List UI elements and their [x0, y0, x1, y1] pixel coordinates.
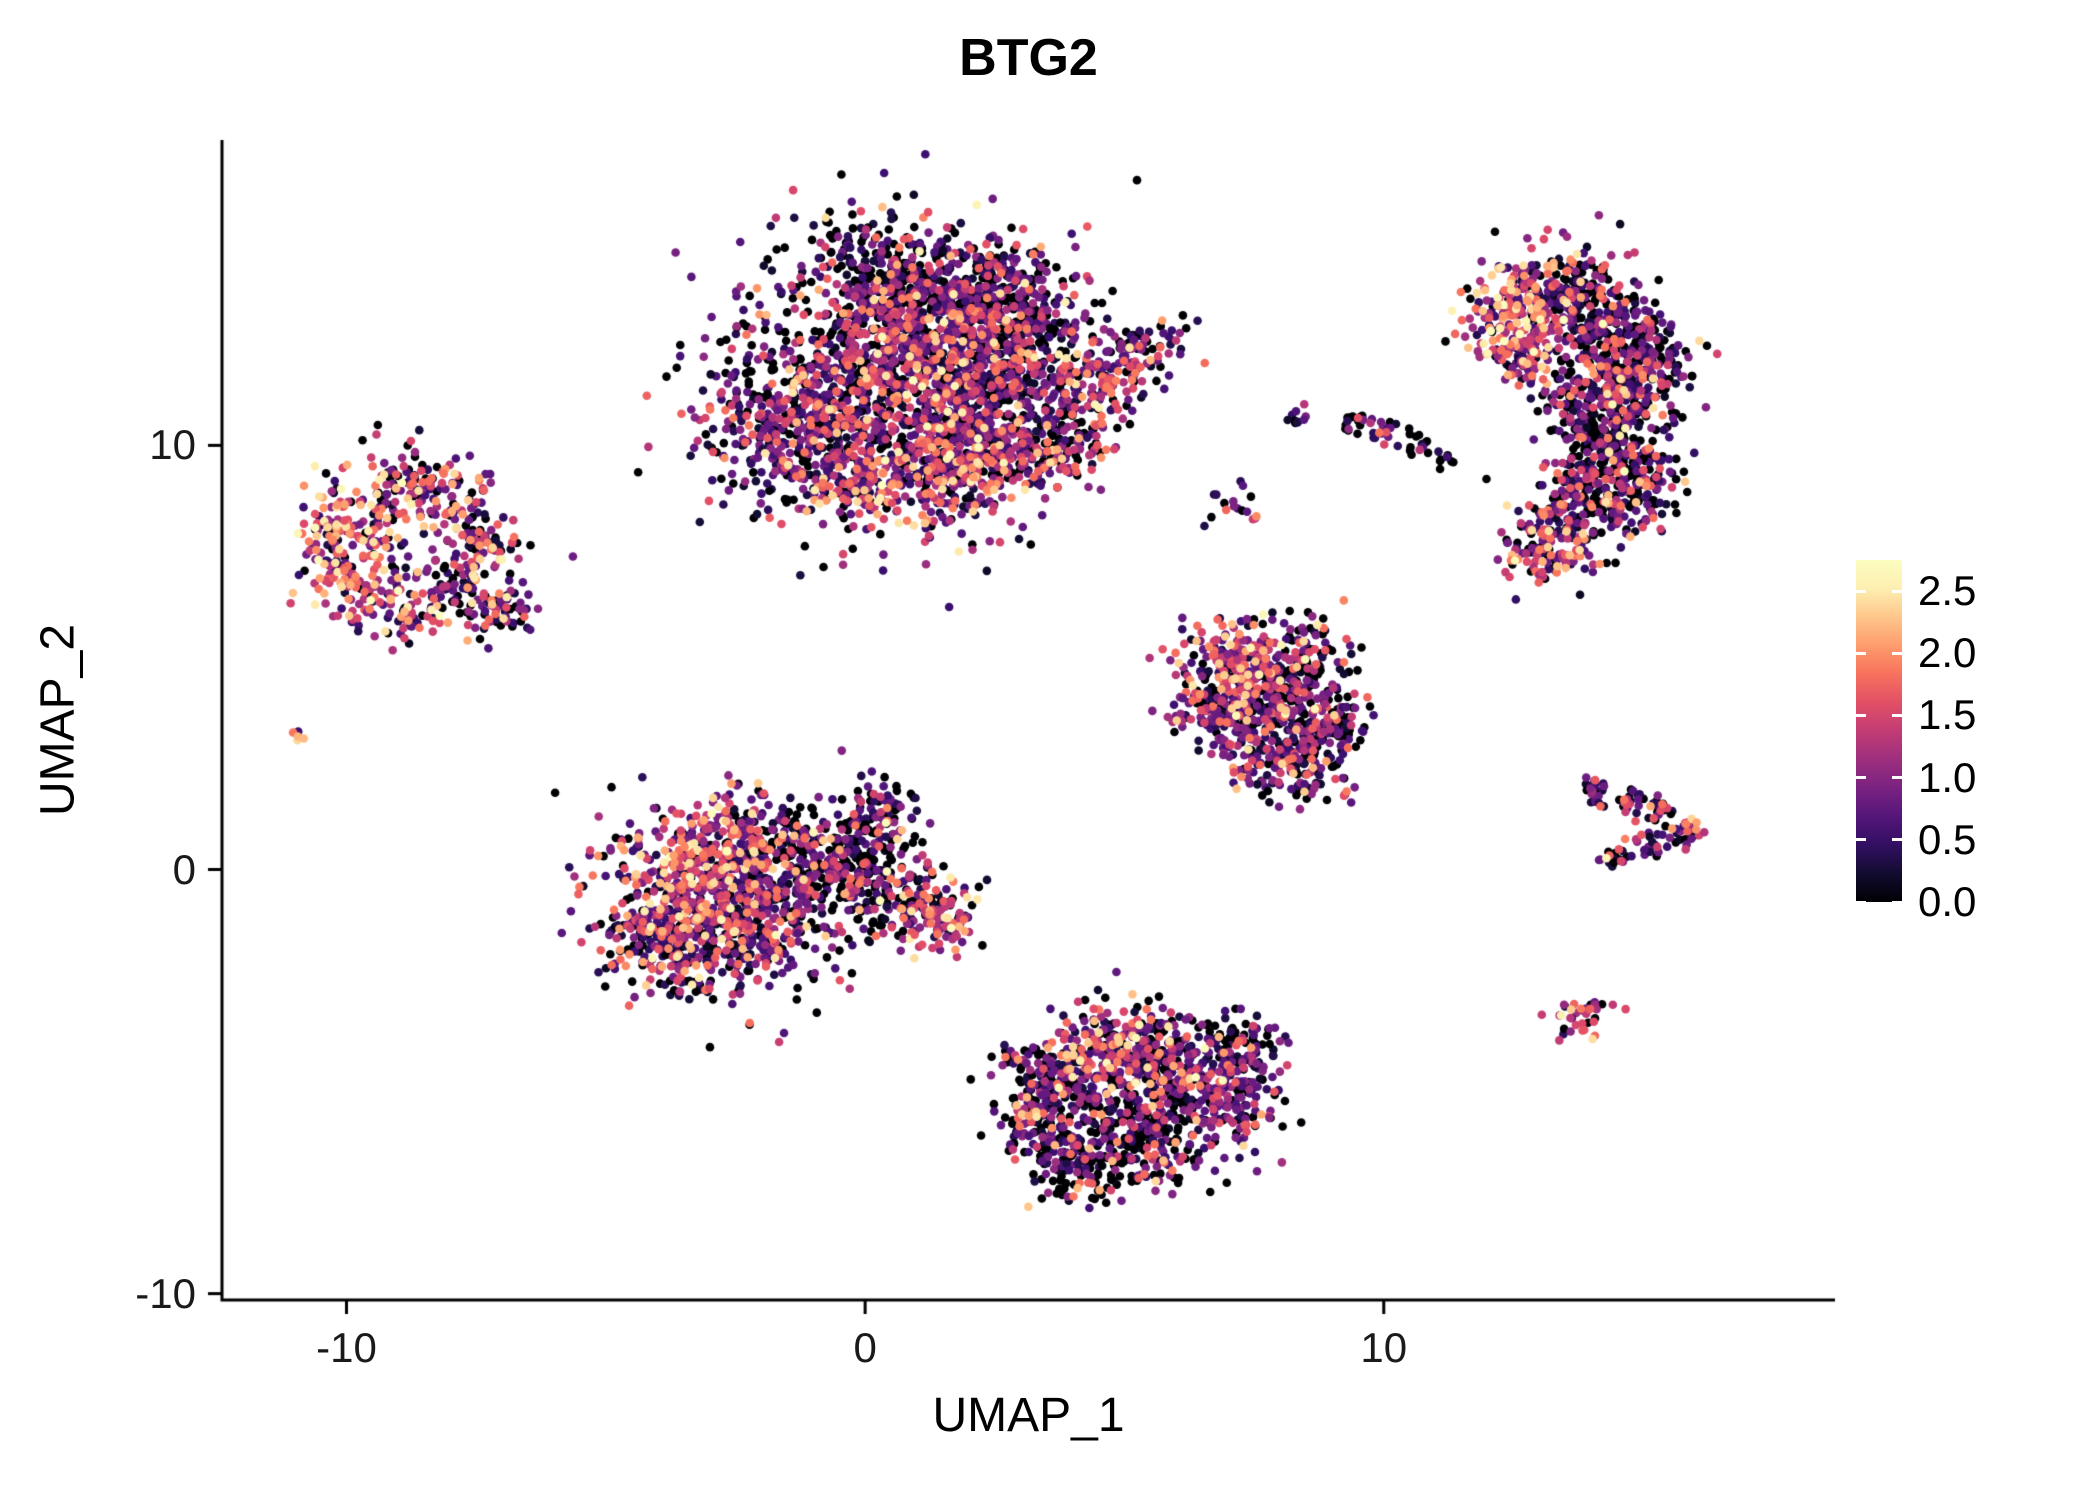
plot-title: BTG2	[959, 29, 1098, 87]
legend-tick-mark	[1856, 776, 1866, 780]
legend-tick-label: 0.0	[1918, 878, 1977, 925]
legend-tick-mark	[1856, 651, 1866, 655]
legend-tick-mark	[1892, 838, 1902, 842]
y-tick-label: 10	[149, 421, 196, 469]
legend-tick-mark	[1856, 838, 1866, 842]
legend-tick-mark	[1892, 589, 1902, 593]
x-tick-label: -10	[316, 1324, 377, 1371]
x-tick-label: 10	[1360, 1324, 1408, 1371]
legend-tick-label: 1.0	[1918, 753, 1977, 801]
legend-tick-mark	[1892, 776, 1902, 780]
legend-tick-label: 2.5	[1918, 567, 1977, 615]
legend-tick-mark	[1892, 713, 1902, 717]
x-tick-label: 0	[853, 1324, 877, 1371]
legend-tick-mark	[1856, 589, 1866, 593]
y-tick-label: -10	[135, 1269, 196, 1317]
legend-tick-mark	[1856, 900, 1866, 904]
legend-tick-mark	[1892, 900, 1902, 904]
y-axis-label: UMAP_2	[31, 623, 85, 817]
legend-tick-mark	[1856, 713, 1866, 717]
y-tick-label: 0	[172, 845, 196, 893]
legend-tick-mark	[1892, 651, 1902, 655]
legend-colorbar	[1856, 560, 1902, 902]
x-axis-label: UMAP_1	[932, 1389, 1125, 1442]
legend-tick-label: 1.5	[1918, 691, 1977, 739]
legend-tick-label: 0.5	[1918, 815, 1977, 863]
legend-tick-label: 2.0	[1918, 629, 1977, 677]
